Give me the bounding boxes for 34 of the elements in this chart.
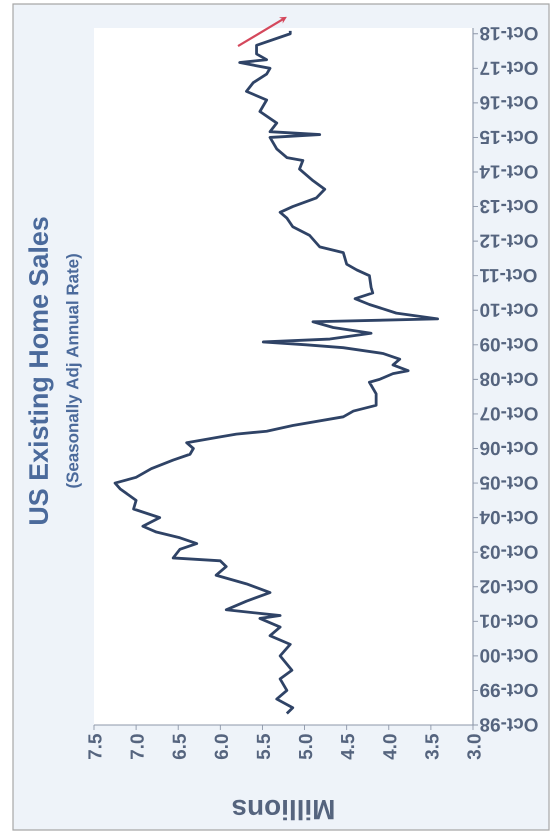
y-tick-label: Oct-06 [480,442,538,456]
y-tick-label: Oct-16 [480,96,538,110]
y-tick-label: Oct-18 [480,27,538,40]
x-tick-label: 5.5 [256,734,270,760]
y-tick-label: Oct-07 [480,407,538,421]
x-tick-label: 6.0 [214,734,228,760]
x-tick-label: 6.5 [172,734,186,760]
y-tick-label: Oct-15 [480,130,538,144]
y-tick-label: Oct-02 [480,580,538,594]
y-tick-label: Oct-04 [480,510,538,524]
x-tick-label: 4.5 [341,734,354,760]
y-tick-label: Oct-99 [480,684,538,698]
y-tick-label: Oct-10 [480,304,538,317]
y-tick-label: Oct-12 [480,234,538,248]
y-tick-label: Oct-05 [480,476,538,490]
x-tick-label: 4.0 [383,734,396,760]
y-tick-label: Oct-17 [480,62,538,76]
y-tick-label: Oct-08 [480,372,538,386]
x-tick-label: 5.0 [298,734,312,760]
x-tick-label: 7.5 [88,734,102,760]
text: (Seasonally Adj Annual Rate) [66,254,82,488]
y-tick-label: Oct-14 [480,165,538,179]
y-tick-label: Oct-03 [480,545,538,559]
x-tick-label: 3.0 [467,734,481,760]
x-tick-label: 7.0 [130,734,144,760]
text: US Existing Home Sales [28,217,54,524]
y-tick-label: Oct-13 [480,200,538,214]
y-tick-label: Oct-11 [480,268,537,282]
y-tick-label: Oct-98 [480,718,538,732]
x-axis-title: Millions [232,800,334,820]
y-tick-label: Oct-01 [480,614,538,628]
y-tick-label: Oct-09 [480,338,538,352]
x-tick-label: 3.5 [425,734,439,760]
y-tick-label: Oct-00 [480,649,538,663]
